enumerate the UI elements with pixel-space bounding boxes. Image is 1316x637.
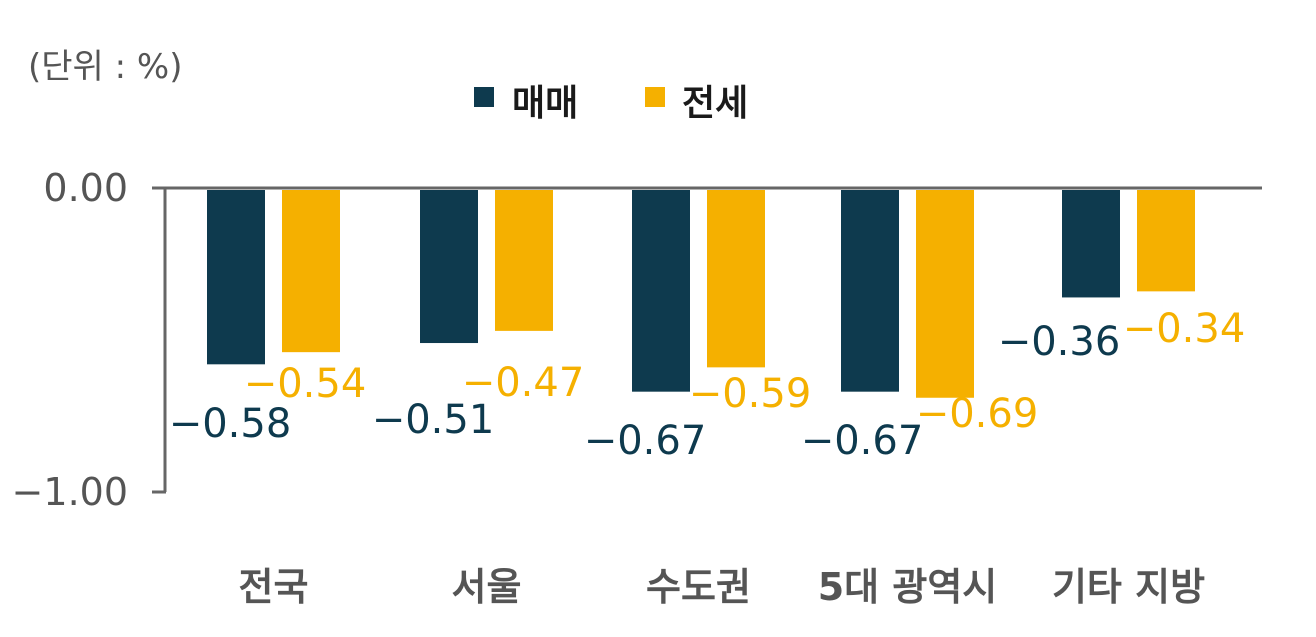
legend-label: 전세 — [682, 83, 748, 124]
bar — [495, 190, 553, 331]
bar — [1137, 190, 1195, 292]
bar — [707, 190, 765, 368]
bar — [632, 190, 690, 392]
bar — [916, 190, 974, 398]
legend-swatch — [645, 87, 665, 107]
data-label: −0.59 — [689, 371, 812, 417]
bar — [1062, 190, 1120, 298]
category-label: 서울 — [452, 565, 522, 609]
legend: 매매 전세 — [474, 83, 748, 124]
axes: 0.00 −1.00 — [12, 166, 1262, 514]
unit-label: (단위 : %) — [28, 47, 182, 87]
category-label: 전국 — [239, 565, 309, 609]
y-tick-label: 0.00 — [43, 166, 128, 210]
bars — [207, 190, 1195, 398]
category-label: 5대 광역시 — [818, 565, 998, 609]
bar — [207, 190, 265, 365]
bar — [841, 190, 899, 392]
bar — [282, 190, 340, 353]
data-label: −0.54 — [244, 361, 367, 407]
data-label: −0.34 — [1123, 306, 1246, 352]
data-label: −0.47 — [462, 360, 585, 406]
category-label: 기타 지방 — [1052, 565, 1205, 609]
data-label: −0.69 — [916, 391, 1039, 437]
category-labels: 전국 서울 수도권 5대 광역시 기타 지방 — [239, 565, 1206, 609]
data-label: −0.58 — [169, 401, 292, 447]
value-labels: −0.58−0.54−0.51−0.47−0.67−0.59−0.67−0.69… — [169, 306, 1246, 464]
legend-swatch — [474, 87, 494, 107]
legend-label: 매매 — [512, 83, 578, 124]
data-label: −0.36 — [998, 319, 1121, 365]
data-label: −0.67 — [801, 418, 924, 464]
data-label: −0.67 — [584, 418, 707, 464]
data-label: −0.51 — [372, 397, 495, 443]
bar — [420, 190, 478, 344]
category-label: 수도권 — [646, 565, 751, 609]
y-tick-label: −1.00 — [12, 470, 128, 514]
